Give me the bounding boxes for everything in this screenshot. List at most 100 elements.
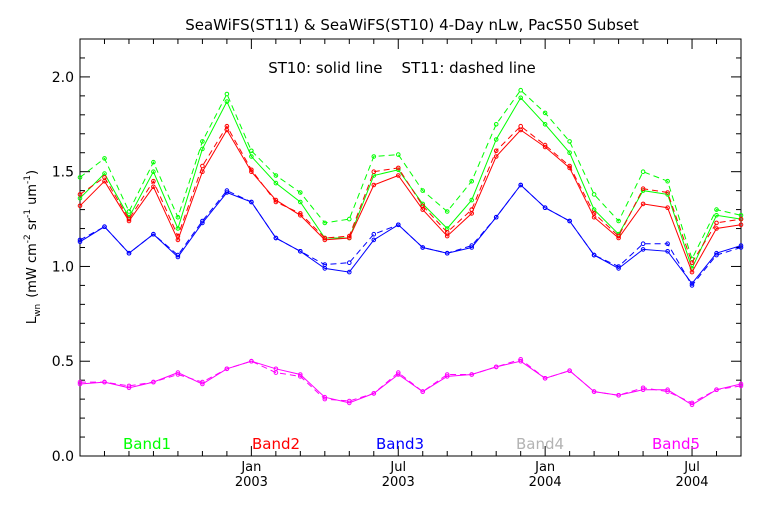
band1-dashed-point <box>396 152 401 157</box>
y-label-close: ) <box>25 170 40 175</box>
band2-solid-point <box>714 226 719 231</box>
band5-dashed-point <box>616 393 621 398</box>
band3-dashed-point <box>493 214 499 220</box>
band5-dashed-point <box>249 358 254 364</box>
band5-dashed-line <box>80 358 742 404</box>
band2-dashed-point <box>77 192 83 197</box>
band5-dashed-point <box>77 379 83 385</box>
band5-dashed-point <box>591 389 597 394</box>
band2-dashed-point <box>616 233 621 239</box>
band3-dashed-point <box>126 250 132 256</box>
band5-dashed-point <box>347 398 352 404</box>
y-label-sup2: -1 <box>23 209 33 218</box>
band2-dashed-point <box>347 233 352 239</box>
band1-dashed-point <box>493 122 499 127</box>
band3-dashed-point <box>665 241 670 246</box>
band3-solid-point <box>738 243 744 248</box>
band3-dashed-point <box>420 245 426 250</box>
band2-dashed-point <box>396 165 401 171</box>
band1-dashed-point <box>371 154 377 159</box>
x-tick-year: 2004 <box>529 475 562 490</box>
band5-dashed-point <box>396 370 401 375</box>
y-label-main: L <box>25 316 40 324</box>
band1-dashed-point <box>200 139 205 144</box>
legend-band2: Band2 <box>252 435 300 453</box>
band1-dashed-point <box>616 218 621 224</box>
band2-dashed-point <box>175 233 181 239</box>
x-tick-month: Jul <box>683 460 700 475</box>
band2-dashed-point <box>371 169 377 174</box>
band3-dashed-point <box>298 249 303 254</box>
legend-band3: Band3 <box>376 435 424 453</box>
band5-dashed-point <box>322 396 328 402</box>
band1-dashed-point <box>444 209 450 214</box>
band2-solid-point <box>371 182 377 188</box>
band2-dashed-point <box>444 230 450 235</box>
band1-dashed-point <box>322 220 328 226</box>
band3-dashed-point <box>616 264 621 269</box>
band2-solid-point <box>689 269 695 275</box>
band5-dashed-point <box>298 374 303 379</box>
y-tick-label: 0.0 <box>52 449 74 465</box>
band1-dashed-point <box>77 175 83 180</box>
band5-dashed-point <box>567 368 572 374</box>
band2-dashed-point <box>298 211 303 216</box>
band1-dashed-point <box>518 87 524 93</box>
band1-solid-point <box>469 197 475 203</box>
band1-dashed-point <box>420 188 426 193</box>
band1-dashed-point <box>126 209 132 214</box>
band1-dashed-point <box>542 110 548 116</box>
band3-solid-point <box>665 249 670 254</box>
band3-solid-point <box>77 239 83 245</box>
band3-dashed-point <box>518 182 524 188</box>
band1-dashed-point <box>591 192 597 197</box>
band5-dashed-point <box>542 376 548 381</box>
band5-dashed-point <box>665 389 670 394</box>
band3-dashed-line <box>79 184 742 287</box>
band1-dashed-point <box>273 173 279 178</box>
band2-dashed-point <box>224 123 230 129</box>
x-tick-month: Jul <box>389 460 406 475</box>
band3-dashed-point <box>224 188 230 193</box>
legend-band1: Band1 <box>123 435 171 453</box>
band3-dashed-point <box>249 199 254 205</box>
band2-dashed-point <box>273 199 279 205</box>
band1-solid-point <box>420 201 426 207</box>
band1-solid-point <box>224 99 230 104</box>
band5-dashed-point <box>175 372 181 377</box>
band5-dashed-point <box>200 379 205 385</box>
band2-dashed-point <box>151 178 156 184</box>
y-tick-label: 1.0 <box>52 259 74 275</box>
band1-solid-point <box>151 169 156 174</box>
y-label-sup3: -1 <box>23 175 33 184</box>
band5-dashed-point <box>444 372 450 377</box>
band2-dashed-point <box>493 148 499 154</box>
x-tick-month: Jan <box>240 460 261 475</box>
band2-dashed-point <box>518 123 524 129</box>
y-label-um: um <box>25 184 40 209</box>
band3-solid-point <box>469 245 475 250</box>
band2-dashed-point <box>567 163 572 169</box>
x-tick-year: 2004 <box>675 475 708 490</box>
band3-solid-point <box>200 220 205 226</box>
band1-dashed-point <box>298 190 303 195</box>
x-tick-month: Jan <box>534 460 555 475</box>
band3-dashed-point <box>175 252 181 258</box>
band5-dashed-point <box>273 370 279 375</box>
band2-solid-point <box>151 184 156 190</box>
band5-dashed-point <box>102 379 107 385</box>
band5-solid-point <box>665 387 670 393</box>
band5-dashed-point <box>224 366 230 372</box>
series-lines <box>77 87 744 408</box>
band1-dashed-point <box>102 156 107 161</box>
band1-solid-point <box>273 180 279 186</box>
legend-band5: Band5 <box>652 435 700 453</box>
band5-solid-line <box>79 360 742 406</box>
band1-solid-point <box>298 199 303 205</box>
band1-solid-point <box>175 226 181 231</box>
band2-dashed-point <box>738 216 744 222</box>
band2-dashed-point <box>420 203 426 209</box>
band2-dashed-point <box>640 186 646 191</box>
